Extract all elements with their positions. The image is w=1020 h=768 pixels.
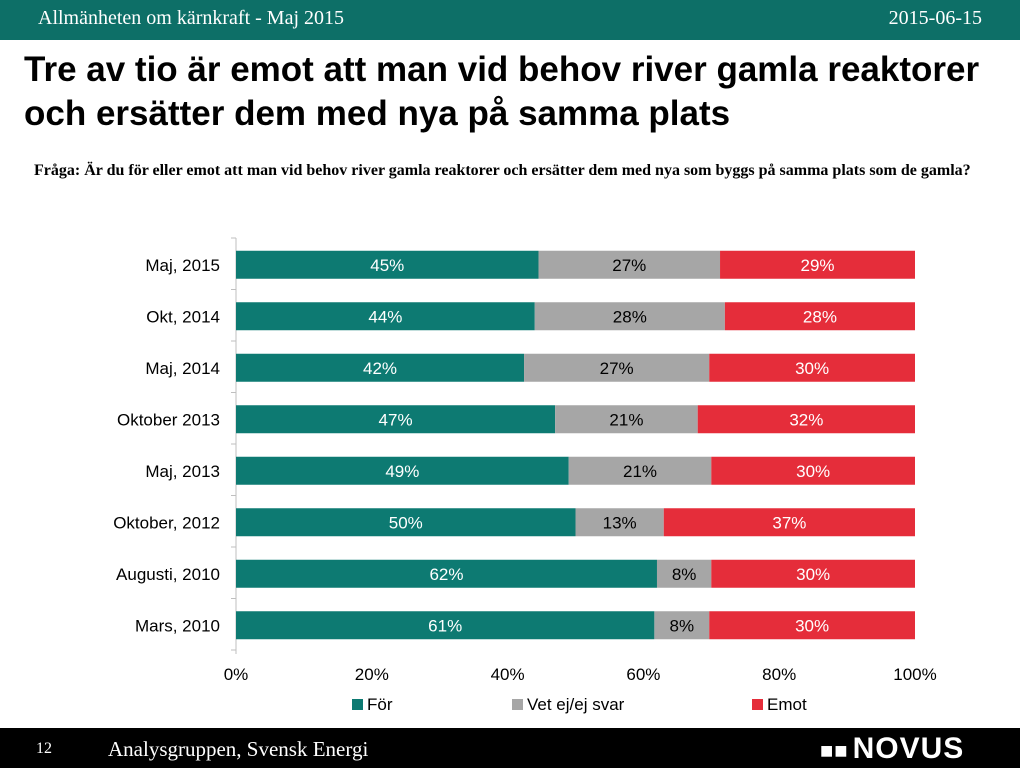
bar-segment bbox=[236, 302, 535, 331]
category-label: Okt, 2014 bbox=[146, 307, 220, 326]
page-number: 12 bbox=[36, 740, 52, 757]
legend-label: För bbox=[367, 695, 393, 714]
bar-segment bbox=[724, 302, 915, 331]
header-bar: Allmänheten om kärnkraft - Maj 2015 2015… bbox=[0, 0, 1020, 40]
footer-organization: Analysgruppen, Svensk Energi bbox=[108, 737, 369, 761]
data-label: 8% bbox=[672, 565, 697, 584]
category-label: Maj, 2013 bbox=[145, 462, 220, 481]
bar-segment bbox=[663, 508, 915, 537]
data-label: 42% bbox=[363, 359, 397, 378]
bar-segment bbox=[524, 353, 710, 382]
bar-segment bbox=[709, 353, 915, 382]
data-label: 27% bbox=[612, 256, 646, 275]
bar-segment bbox=[568, 456, 712, 485]
bar-segment bbox=[697, 405, 915, 434]
logo-dots: ■■ bbox=[820, 738, 849, 763]
bar-segment bbox=[236, 353, 525, 382]
bar-segment bbox=[538, 250, 721, 279]
data-label: 44% bbox=[368, 307, 402, 326]
bar-segment bbox=[656, 559, 712, 588]
data-label: 62% bbox=[429, 565, 463, 584]
bar-segment bbox=[711, 559, 915, 588]
slide-title: Tre av tio är emot att man vid behov riv… bbox=[24, 50, 980, 133]
data-label: 37% bbox=[772, 513, 806, 532]
category-label: Oktober, 2012 bbox=[113, 513, 220, 532]
bar-segment bbox=[236, 611, 655, 640]
category-label: Augusti, 2010 bbox=[116, 565, 220, 584]
bar-segment bbox=[575, 508, 664, 537]
bar-segment bbox=[711, 456, 915, 485]
x-tick-label: 0% bbox=[224, 665, 249, 684]
data-label: 30% bbox=[796, 462, 830, 481]
category-label: Oktober 2013 bbox=[117, 410, 220, 429]
data-label: 21% bbox=[623, 462, 657, 481]
category-label: Maj, 2014 bbox=[145, 359, 220, 378]
data-label: 13% bbox=[603, 513, 637, 532]
x-tick-label: 60% bbox=[626, 665, 660, 684]
data-label: 61% bbox=[428, 616, 462, 635]
data-label: 32% bbox=[789, 410, 823, 429]
data-label: 30% bbox=[795, 616, 829, 635]
data-label: 50% bbox=[389, 513, 423, 532]
legend-swatch bbox=[352, 699, 363, 710]
category-label: Mars, 2010 bbox=[135, 616, 220, 635]
data-label: 45% bbox=[370, 256, 404, 275]
bar-segment bbox=[534, 302, 725, 331]
bar-segment bbox=[720, 250, 915, 279]
category-label: Maj, 2015 bbox=[145, 256, 220, 275]
data-label: 28% bbox=[803, 307, 837, 326]
header-date: 2015-06-15 bbox=[888, 7, 982, 29]
data-label: 30% bbox=[795, 359, 829, 378]
x-tick-label: 100% bbox=[893, 665, 936, 684]
bar-segment bbox=[236, 250, 539, 279]
survey-question: Fråga: Är du för eller emot att man vid … bbox=[34, 162, 971, 179]
data-label: 8% bbox=[670, 616, 695, 635]
novus-logo: ■■ NOVUS bbox=[820, 732, 964, 766]
data-label: 47% bbox=[379, 410, 413, 429]
logo-text: NOVUS bbox=[852, 732, 965, 765]
data-label: 21% bbox=[609, 410, 643, 429]
bar-segment bbox=[709, 611, 915, 640]
legend-swatch bbox=[512, 699, 523, 710]
legend-label: Emot bbox=[767, 695, 807, 714]
bar-segment bbox=[236, 508, 576, 537]
data-label: 27% bbox=[600, 359, 634, 378]
bar-segment bbox=[555, 405, 698, 434]
x-tick-label: 20% bbox=[355, 665, 389, 684]
legend-label: Vet ej/ej svar bbox=[527, 695, 625, 714]
x-tick-label: 40% bbox=[491, 665, 525, 684]
header-title: Allmänheten om kärnkraft - Maj 2015 bbox=[38, 7, 345, 29]
bar-segment bbox=[236, 559, 657, 588]
data-label: 49% bbox=[385, 462, 419, 481]
data-label: 29% bbox=[801, 256, 835, 275]
data-label: 30% bbox=[796, 565, 830, 584]
legend-swatch bbox=[752, 699, 763, 710]
x-tick-label: 80% bbox=[762, 665, 796, 684]
bar-segment bbox=[236, 405, 556, 434]
data-label: 28% bbox=[613, 307, 647, 326]
stacked-bar-chart: Maj, 2015 45% 27% 29% Okt, 2014 44% 28% 28% Maj,… bbox=[113, 237, 937, 714]
bar-segment bbox=[654, 611, 710, 640]
bar-segment bbox=[236, 456, 569, 485]
footer-bar: 12 Analysgruppen, Svensk Energi ■■ NOVUS bbox=[0, 728, 1020, 768]
